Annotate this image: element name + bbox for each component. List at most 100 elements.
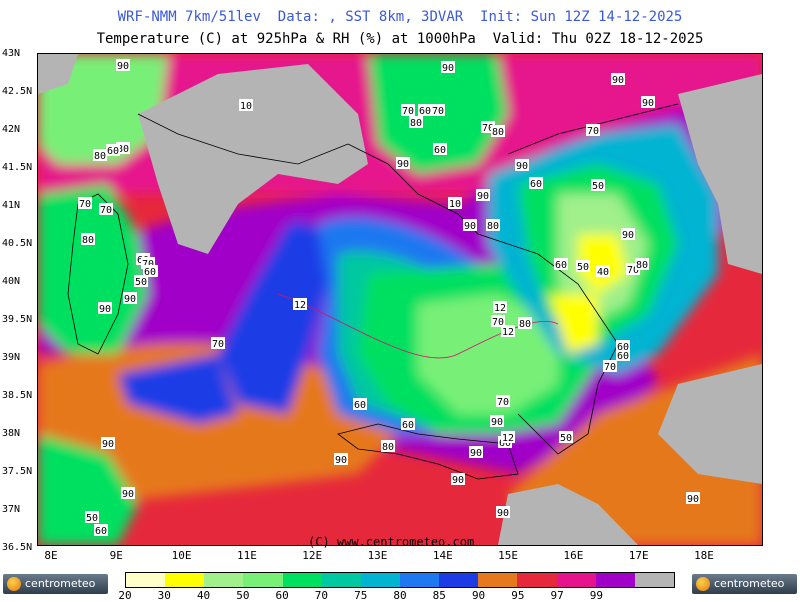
rh-contour-label: 70	[603, 360, 617, 373]
rh-contour-label: 70	[496, 395, 510, 408]
rh-contour-label: 60	[529, 177, 543, 190]
lat-label: 40.5N	[2, 238, 33, 249]
rh-contour-label: 60	[401, 418, 415, 431]
lon-label: 18E	[694, 549, 714, 562]
lon-label: 11E	[236, 549, 257, 562]
lon-label: 13E	[367, 549, 388, 562]
rh-contour-label: 80	[409, 116, 423, 129]
svg-text:40: 40	[597, 267, 609, 278]
svg-text:70: 70	[402, 106, 414, 117]
lon-label: 15E	[498, 549, 519, 562]
svg-text:70: 70	[604, 362, 616, 373]
svg-text:90: 90	[622, 230, 634, 241]
rh-contour-label: 60	[353, 398, 367, 411]
svg-text:50: 50	[86, 513, 98, 524]
svg-text:80: 80	[94, 151, 106, 162]
svg-text:70: 70	[627, 265, 639, 276]
rh-contour-label: 50	[134, 275, 148, 288]
lon-label: 17E	[628, 549, 649, 562]
legend-tick-label: 90	[471, 589, 486, 602]
lat-label: 42N	[2, 124, 21, 135]
svg-text:90: 90	[491, 417, 503, 428]
legend-tick-label: 60	[275, 589, 289, 602]
rh-contour-label: 80	[486, 219, 500, 232]
rh-contour-label: 50	[85, 511, 99, 524]
logo-right[interactable]: centrometeo	[692, 574, 797, 594]
lat-label: 37.5N	[2, 466, 33, 477]
svg-text:80: 80	[410, 118, 422, 129]
rh-contour-label: 90	[686, 492, 700, 505]
legend-swatch	[517, 573, 557, 587]
rh-contour-label: 70	[99, 203, 113, 216]
lon-label: 14E	[432, 549, 453, 562]
rh-contour-label: 60	[106, 144, 120, 157]
lat-label: 41N	[2, 200, 21, 211]
svg-text:90: 90	[335, 455, 347, 466]
lat-label: 39N	[2, 352, 21, 363]
logo-left-text: centrometeo	[25, 577, 96, 590]
svg-text:50: 50	[577, 262, 589, 273]
rh-contour-label: 90	[116, 59, 130, 72]
logo-left[interactable]: centrometeo	[3, 574, 108, 594]
legend-swatch	[282, 573, 322, 587]
rh-contour-label: 60	[143, 265, 157, 278]
temperature-isotherm-label: 10	[448, 197, 462, 210]
svg-text:60: 60	[144, 267, 156, 278]
lat-label: 40N	[2, 276, 21, 287]
lon-label: 16E	[563, 549, 584, 562]
svg-text:80: 80	[519, 319, 531, 330]
temperature-isotherm-label: 12	[293, 298, 307, 311]
legend-swatch	[126, 573, 166, 587]
svg-text:80: 80	[382, 442, 394, 453]
svg-text:60: 60	[95, 526, 107, 537]
copyright-text: (C) www.centrometeo.com	[308, 535, 475, 549]
svg-text:60: 60	[530, 179, 542, 190]
temperature-isotherm-label: 10	[239, 99, 253, 112]
svg-text:90: 90	[612, 75, 624, 86]
svg-text:90: 90	[464, 221, 476, 232]
rh-contour-label: 90	[334, 453, 348, 466]
rh-contour-label: 90	[476, 189, 490, 202]
legend-tick-label: 99	[589, 589, 604, 602]
legend-swatch	[439, 573, 479, 587]
lat-label: 37N	[2, 504, 21, 515]
svg-text:90: 90	[642, 98, 654, 109]
lat-label: 38.5N	[2, 390, 33, 401]
rh-contour-label: 90	[641, 96, 655, 109]
rh-contour-label: 90	[611, 73, 625, 86]
svg-text:12: 12	[494, 303, 506, 314]
rh-contour-label: 60	[94, 524, 108, 537]
svg-text:70: 70	[142, 259, 154, 270]
svg-text:50: 50	[560, 433, 572, 444]
svg-text:60: 60	[107, 146, 119, 157]
svg-text:50: 50	[135, 277, 147, 288]
svg-text:90: 90	[516, 161, 528, 172]
svg-text:60: 60	[434, 145, 446, 156]
svg-text:90: 90	[477, 191, 489, 202]
svg-text:80: 80	[82, 235, 94, 246]
legend-tick-label: 85	[432, 589, 446, 602]
legend-tick-label: 30	[157, 589, 171, 602]
legend-tick-label: 97	[550, 589, 564, 602]
rh-contour-label: 90	[621, 228, 635, 241]
rh-contour-label: 70	[431, 104, 445, 117]
svg-text:60: 60	[555, 260, 567, 271]
legend-swatch	[360, 573, 400, 587]
svg-text:60: 60	[617, 342, 629, 353]
svg-text:90: 90	[687, 494, 699, 505]
rh-contour-label: 80	[81, 233, 95, 246]
rh-contour-label: 90	[121, 487, 135, 500]
legend-tick-label: 20	[118, 589, 132, 602]
rh-contour-label: 90	[490, 415, 504, 428]
legend-tick-label: 95	[511, 589, 525, 602]
lon-label: 8E	[44, 549, 58, 562]
rh-contour-label: 70	[211, 337, 225, 350]
legend-tick-label: 80	[393, 589, 407, 602]
globe-icon	[7, 577, 21, 591]
rh-contour-label: 90	[101, 437, 115, 450]
svg-text:60: 60	[499, 438, 511, 449]
svg-text:90: 90	[99, 304, 111, 315]
svg-text:90: 90	[397, 159, 409, 170]
legend-tick-label: 50	[236, 589, 250, 602]
